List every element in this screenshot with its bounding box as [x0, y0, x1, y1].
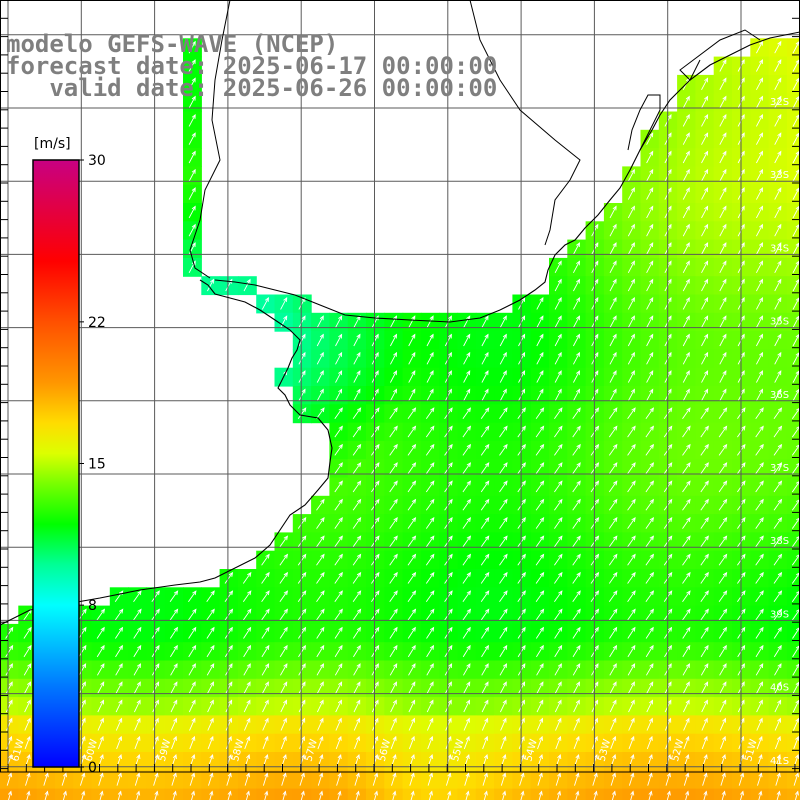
field-cell — [787, 368, 800, 387]
field-cell — [787, 276, 800, 295]
field-cell — [787, 423, 800, 442]
field-cell — [787, 551, 800, 570]
lat-label: 39S — [770, 609, 789, 620]
field-cell — [787, 331, 800, 350]
field-cell — [787, 221, 800, 240]
lat-label: 32S — [770, 97, 789, 108]
colorbar-tick-label: 30 — [88, 153, 106, 169]
field-cell — [787, 112, 800, 131]
colorbar-tick-label: 22 — [88, 315, 106, 331]
field-cell — [787, 148, 800, 167]
field-cell — [787, 258, 800, 277]
title-valid-date: valid date: 2025-06-26 00:00:00 — [6, 76, 497, 100]
field-cell — [787, 57, 800, 76]
colorbar-unit: [m/s] — [34, 136, 71, 152]
field-cell — [787, 624, 800, 643]
field-cell — [787, 295, 800, 314]
field-cell — [787, 75, 800, 94]
brazil-border — [470, 0, 580, 245]
field-cell — [787, 697, 800, 716]
field-cell — [787, 38, 800, 57]
colorbar-tick-label: 8 — [88, 598, 97, 614]
field-cell — [787, 478, 800, 497]
field-cell — [787, 642, 800, 661]
field-cell — [787, 661, 800, 680]
lat-label: 40S — [770, 683, 789, 694]
lat-label: 35S — [770, 317, 789, 328]
field-cell — [787, 349, 800, 368]
lat-label: 34S — [770, 243, 789, 254]
field-cell — [787, 185, 800, 204]
colorbar-tick-label: 0 — [88, 760, 97, 776]
lat-label: 36S — [770, 390, 789, 401]
field-cell — [787, 441, 800, 460]
field-cell — [787, 569, 800, 588]
lat-label: 37S — [770, 463, 789, 474]
field-cell — [787, 496, 800, 515]
lat-label: 38S — [770, 536, 789, 547]
field-cell — [787, 715, 800, 734]
field-cell — [787, 203, 800, 222]
field-cell — [787, 514, 800, 533]
field-cell — [787, 587, 800, 606]
field-cell — [787, 404, 800, 423]
lat-label: 33S — [770, 170, 789, 181]
field-cell — [787, 130, 800, 149]
colorbar-gradient — [33, 160, 79, 767]
lat-label: 41S — [770, 756, 789, 767]
colorbar-tick-label: 15 — [88, 457, 106, 473]
